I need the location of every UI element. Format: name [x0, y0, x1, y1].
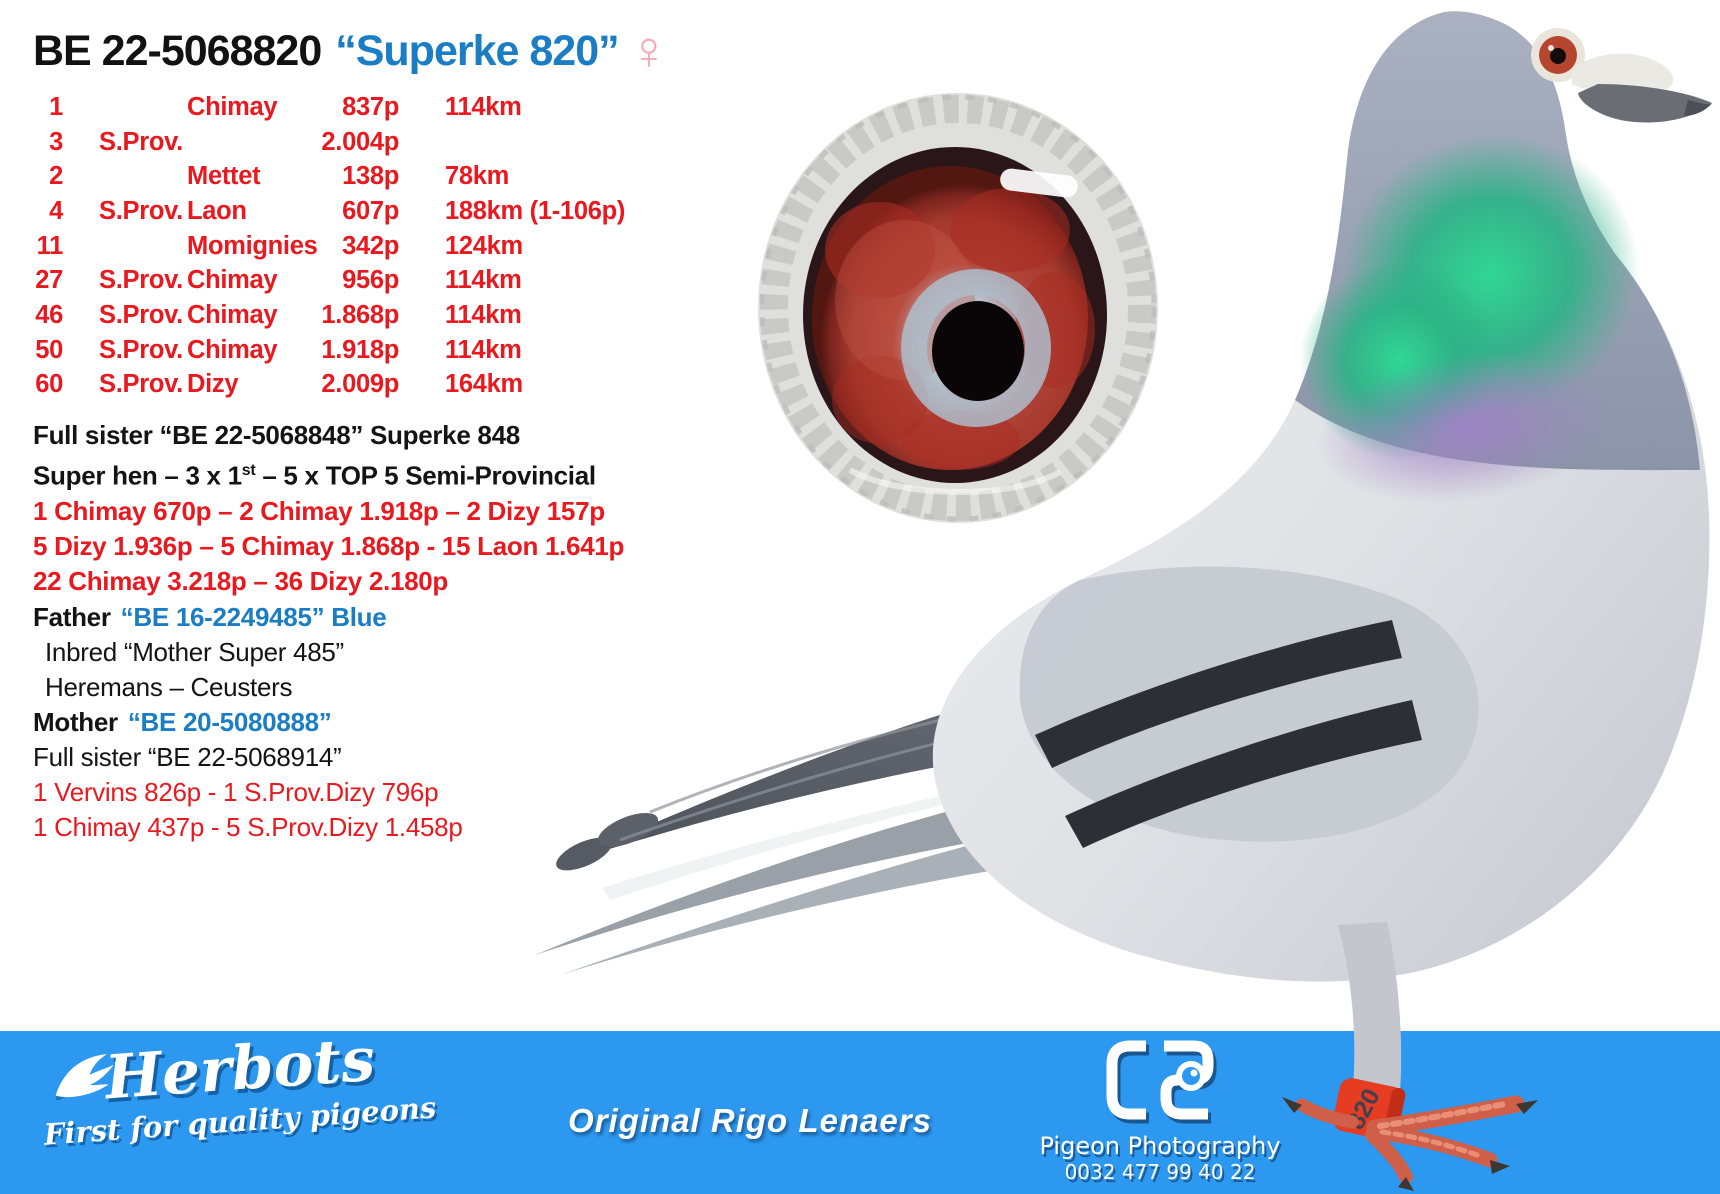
result-place: 46 — [35, 300, 63, 329]
pigeon-leg: 820 — [1282, 922, 1538, 1191]
result-place: 4 — [49, 196, 63, 225]
father-line: Father “BE 16-2249485” Blue — [33, 600, 463, 635]
result-place: 60 — [35, 370, 63, 399]
pigeon-foot — [1282, 1095, 1538, 1191]
result-place: 2 — [49, 162, 63, 191]
pedigree-section: Father “BE 16-2249485” Blue Inbred “Mothe… — [33, 600, 463, 845]
father-note: Inbred “Mother Super 485” — [45, 637, 344, 667]
result-birds: 2.009p — [321, 370, 399, 399]
result-distance: 124km — [445, 231, 523, 260]
result-race: Dizy — [187, 370, 239, 399]
result-place: 3 — [49, 127, 63, 156]
result-place: 1 — [49, 92, 63, 121]
super-hen-note: Super hen – 3 x 1st – 5 x TOP 5 Semi-Pro… — [33, 460, 596, 491]
photo-phone: 0032 477 99 40 22 — [1064, 1160, 1256, 1184]
result-series: S.Prov. — [99, 266, 183, 295]
neck-purple-iridescence — [1316, 353, 1614, 503]
sister-result-line: 22 Chimay 3.218p – 36 Dizy 2.180p — [33, 565, 449, 596]
sister-result-line: 5 Dizy 1.936p – 5 Chimay 1.868p - 15 Lao… — [33, 530, 625, 561]
result-distance: 164km — [445, 370, 523, 399]
herbots-logo: Herbots First for quality pigeons — [40, 1025, 440, 1152]
sister-section: Full sister “BE 22-5068848” Superke 848 … — [33, 418, 624, 599]
page-title: BE 22-5068820 “Superke 820” ♀ — [33, 20, 669, 82]
result-series: S.Prov. — [99, 335, 183, 364]
result-series: S.Prov. — [99, 196, 183, 225]
result-race: Mettet — [187, 162, 261, 191]
result-distance: 114km — [445, 335, 522, 364]
father-strain: Heremans – Ceusters — [45, 672, 293, 702]
result-birds: 1.868p — [321, 300, 399, 329]
ring-number: BE 22-5068820 — [33, 27, 322, 75]
eye-correlation-ring — [901, 269, 1051, 427]
photo-credit: Pigeon Photography — [1039, 1132, 1281, 1160]
result-birds: 607p — [342, 196, 399, 225]
result-place: 50 — [35, 335, 63, 364]
cs-camera-logo-icon — [1106, 1040, 1217, 1124]
wing-bar-2 — [1065, 700, 1422, 848]
result-race: Momignies — [187, 231, 318, 260]
beak — [1578, 84, 1712, 123]
mother-note: Full sister “BE 22-5068914” — [33, 742, 342, 772]
result-series: S.Prov. — [99, 127, 183, 156]
mother-line: Mother “BE 20-5080888” — [33, 705, 463, 740]
father-ring: “BE 16-2249485” Blue — [120, 602, 387, 632]
result-distance: 188km (1-106p) — [445, 196, 626, 225]
result-birds: 1.918p — [321, 335, 399, 364]
result-birds: 956p — [342, 266, 399, 295]
result-series: S.Prov. — [99, 300, 183, 329]
pigeon-head-details — [1531, 28, 1712, 123]
result-birds: 342p — [342, 231, 399, 260]
pigeon-pupil — [1550, 48, 1566, 64]
result-place: 11 — [36, 231, 64, 260]
result-birds: 837p — [342, 92, 399, 121]
result-race: Chimay — [187, 266, 278, 295]
result-birds: 2.004p — [321, 127, 399, 156]
eye-pupil — [932, 301, 1024, 401]
mother-ring: “BE 20-5080888” — [127, 707, 332, 737]
father-label: Father — [33, 602, 111, 632]
mother-label: Mother — [33, 707, 118, 737]
result-distance: 78km — [445, 162, 510, 191]
result-series: S.Prov. — [99, 370, 183, 399]
result-distance: 114km — [445, 92, 522, 121]
result-race: Laon — [187, 196, 247, 225]
wing-shield — [1019, 566, 1479, 848]
result-race: Chimay — [187, 300, 278, 329]
result-distance: 114km — [445, 300, 522, 329]
mother-result-line: 1 Vervins 826p - 1 S.Prov.Dizy 796p — [33, 777, 439, 807]
wing-bar-1 — [1035, 620, 1402, 768]
feather-icon — [55, 1053, 114, 1101]
eye-closeup — [758, 93, 1158, 523]
sister-result-line: 1 Chimay 670p – 2 Chimay 1.918p – 2 Dizy… — [33, 495, 605, 526]
result-place: 27 — [35, 266, 63, 295]
female-icon: ♀ — [628, 21, 669, 81]
photographer-block: Pigeon Photography 0032 477 99 40 22 — [1035, 1036, 1285, 1184]
result-birds: 138p — [342, 162, 399, 191]
loft-credit: Original Rigo Lenaers — [568, 1102, 932, 1139]
sister-note: Full sister “BE 22-5068848” Superke 848 — [33, 420, 520, 450]
result-race: Chimay — [187, 335, 278, 364]
result-race: Chimay — [187, 92, 278, 121]
result-distance: 114km — [445, 266, 522, 295]
pigeon-name: “Superke 820” — [335, 27, 619, 75]
race-results-table: 1 Chimay 837p 114km 3 S.Prov. 2.004p 2 Mettet 1… — [33, 90, 625, 402]
mother-result-line: 1 Chimay 437p - 5 S.Prov.Dizy 1.458p — [33, 812, 463, 842]
